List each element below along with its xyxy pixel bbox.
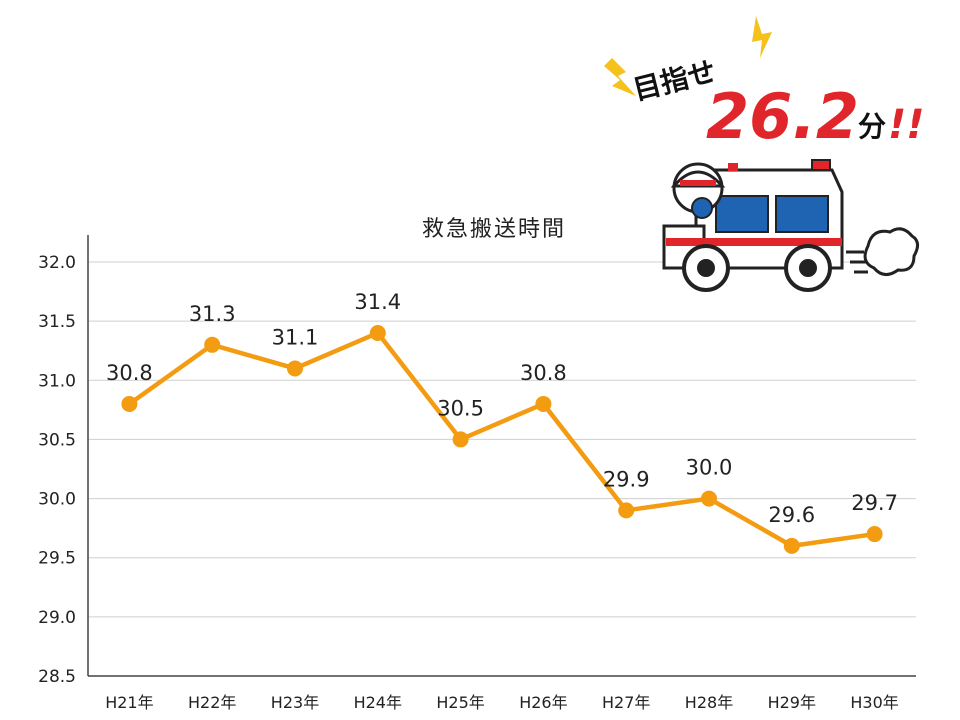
data-point [535,395,552,412]
y-tick-label: 32.0 [38,253,76,273]
data-point [452,431,469,448]
y-tick-label: 29.0 [38,608,76,628]
data-label: 30.5 [437,396,484,420]
data-label: 31.3 [189,302,236,326]
gridlines [88,261,916,618]
x-tick-label: H30年 [850,693,898,712]
goal-suffix: !! [888,102,924,148]
y-tick-label: 31.5 [38,312,76,332]
lightning-left-icon [604,58,636,96]
x-tick-label: H28年 [685,693,733,712]
goal-value: 26.2 [706,80,859,153]
data-label: 29.6 [768,503,815,527]
data-label: 30.0 [686,456,733,480]
y-tick-label: 28.5 [38,667,76,687]
lightning-right-icon [752,16,772,58]
data-point [369,324,386,341]
x-tick-label: H21年 [105,693,153,712]
data-label: 31.1 [272,325,319,349]
x-tick-label: H22年 [188,693,236,712]
data-labels: 30.8 31.3 31.1 31.4 30.5 30.8 29.9 30.0 29.6 29.7 [106,290,898,527]
data-point [204,336,221,353]
x-tick-label: H27年 [602,693,650,712]
y-tick-labels: 28.5 29.0 29.5 30.0 30.5 31.0 31.5 32.0 [38,253,76,687]
data-point [701,490,717,507]
ambulance-icon [662,159,919,292]
axes [87,235,916,677]
x-tick-label: H23年 [271,693,319,712]
x-tick-label: H24年 [354,693,402,712]
y-tick-label: 30.5 [38,430,76,450]
series-line [127,330,877,549]
data-point [783,537,800,554]
y-tick-label: 31.0 [38,371,76,391]
chart-title: 救急搬送時間 [422,217,566,242]
data-label: 31.4 [354,290,401,314]
y-tick-label: 30.0 [38,490,76,510]
y-tick-label: 29.5 [38,549,76,569]
goal-unit: 分 [858,110,886,143]
x-tick-labels: H21年 H22年 H23年 H24年 H25年 H26年 H27年 H28年 H29年 H30年 [105,693,899,712]
x-tick-label: H26年 [519,693,567,712]
data-point [121,395,138,412]
x-tick-label: H25年 [436,693,484,712]
data-label: 29.7 [851,491,898,515]
data-point [866,526,883,543]
goal-banner: 目指せ 26.2 分 !! [604,16,924,154]
data-point [287,360,303,377]
data-label: 30.8 [106,361,153,385]
data-label: 29.9 [603,467,650,491]
data-points [121,324,883,554]
x-tick-label: H29年 [768,693,816,712]
data-point [618,502,635,519]
data-label: 30.8 [520,361,567,385]
